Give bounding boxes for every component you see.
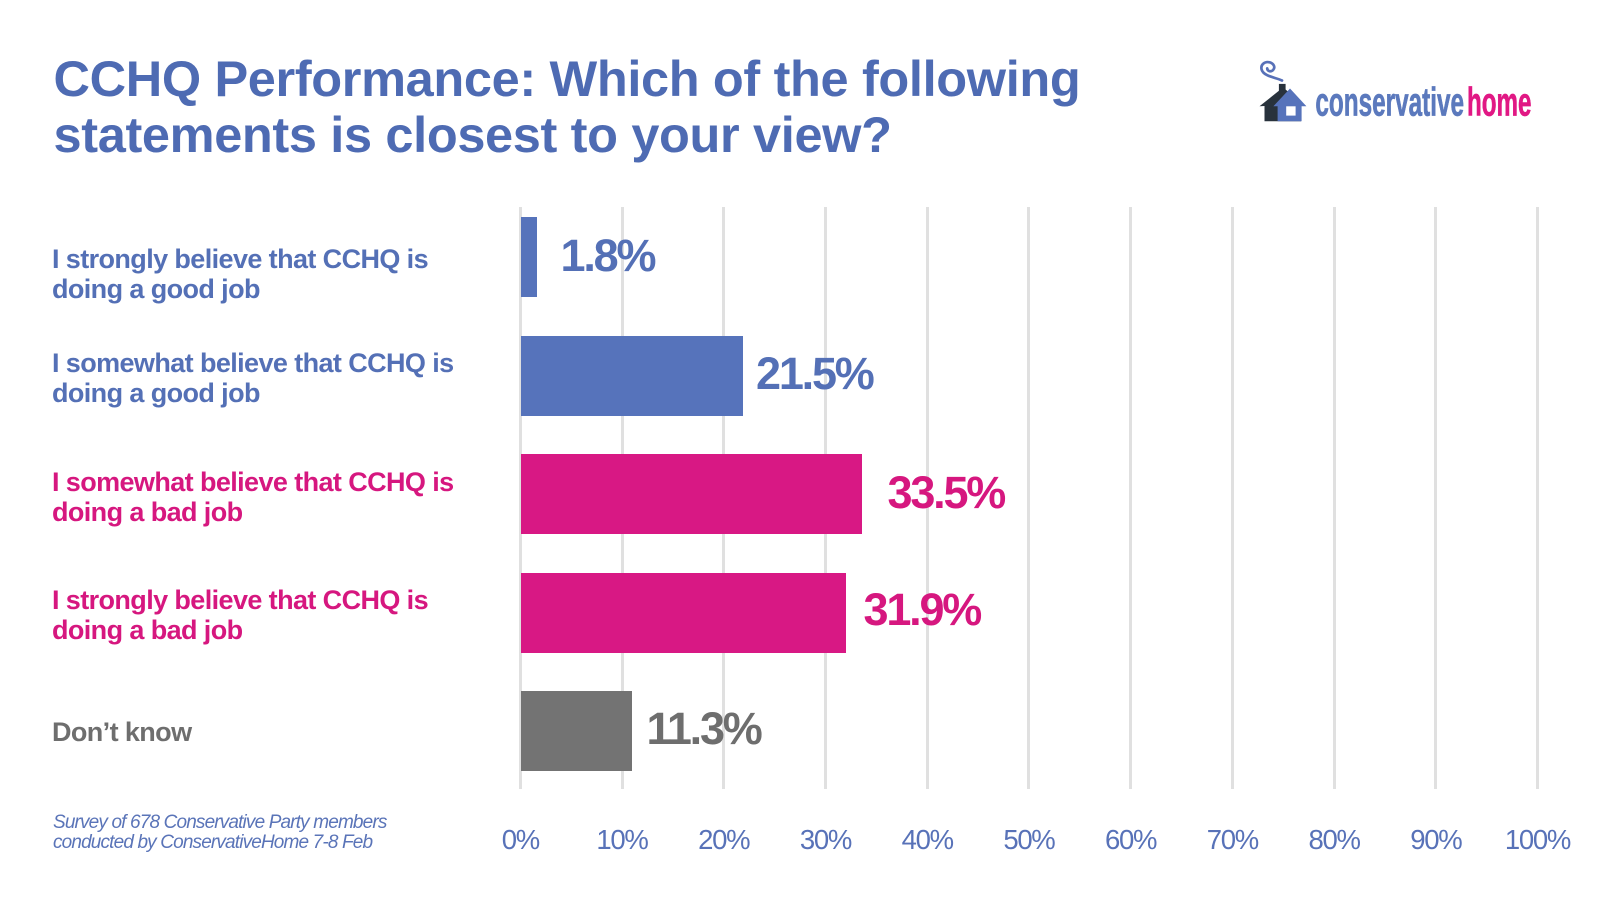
svg-text:conservative: conservative (1315, 80, 1464, 124)
svg-text:home: home (1467, 80, 1532, 124)
